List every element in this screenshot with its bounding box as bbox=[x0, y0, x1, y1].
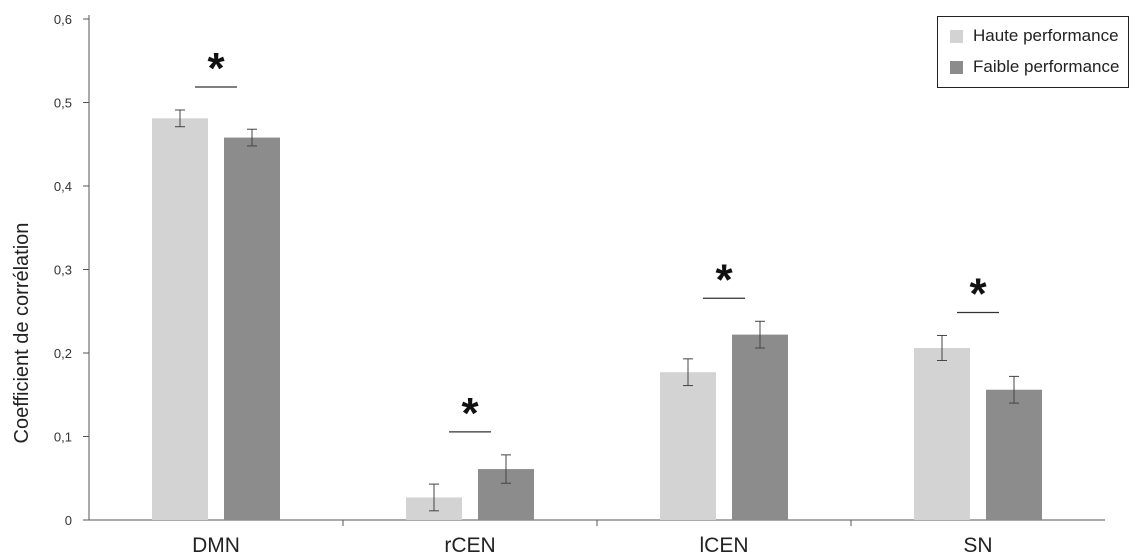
significance-star: * bbox=[715, 255, 733, 304]
legend-item-low: Faible performance bbox=[950, 57, 1119, 77]
x-axis: DMN rCEN lCEN SN bbox=[89, 519, 1105, 557]
y-tick-label: 0,4 bbox=[54, 179, 72, 194]
y-tick-label: 0,1 bbox=[54, 430, 72, 445]
significance-star: * bbox=[461, 389, 479, 438]
bar bbox=[914, 347, 970, 520]
x-tick-label: lCEN bbox=[699, 534, 748, 557]
y-tick-label: 0,3 bbox=[54, 263, 72, 278]
legend: Haute performance Faible performance bbox=[937, 16, 1129, 88]
legend-swatch-low bbox=[950, 60, 963, 74]
significance-star: * bbox=[969, 269, 987, 318]
legend-swatch-high bbox=[950, 29, 963, 43]
y-tick-label: 0,2 bbox=[54, 346, 72, 361]
x-tick-label: rCEN bbox=[444, 534, 495, 557]
legend-label-low: Faible performance bbox=[973, 57, 1120, 76]
y-axis-label: Coefficient de corrélation bbox=[11, 223, 33, 444]
bars bbox=[152, 118, 1042, 521]
x-tick-label: SN bbox=[963, 534, 992, 557]
significance-star: * bbox=[207, 44, 225, 93]
y-axis: 0 0,1 0,2 0,3 0,4 0,5 0,6 bbox=[54, 12, 90, 528]
y-tick-label: 0,6 bbox=[54, 12, 72, 27]
error-bars bbox=[175, 109, 1019, 512]
legend-item-high: Haute performance bbox=[950, 26, 1119, 46]
bar bbox=[732, 334, 788, 520]
bar bbox=[986, 389, 1042, 520]
legend-label-high: Haute performance bbox=[973, 26, 1119, 45]
bar bbox=[660, 372, 716, 520]
bar bbox=[152, 118, 208, 521]
x-tick-label: DMN bbox=[192, 534, 240, 557]
y-tick-label: 0,5 bbox=[54, 96, 72, 111]
bar bbox=[224, 137, 280, 520]
y-tick-label: 0 bbox=[65, 513, 72, 528]
significance-markers: * * * * bbox=[195, 44, 999, 438]
